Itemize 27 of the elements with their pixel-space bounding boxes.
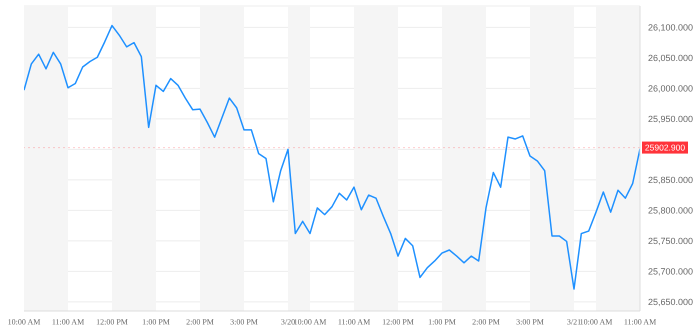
x-tick-label: 3/21 [566, 318, 582, 327]
x-tick-label: 3/20 [280, 318, 296, 327]
x-tick-label: 3:00 PM [516, 318, 544, 327]
x-tick-label: 10:00 AM [8, 318, 40, 327]
x-tick-label: 11:00 AM [338, 318, 370, 327]
y-tick-label: 25,700.000 [648, 266, 694, 277]
x-tick-label: 2:00 PM [186, 318, 214, 327]
ref-line-label: 25902.900 [644, 142, 686, 153]
y-tick-label: 25,800.000 [648, 206, 694, 216]
y-tick-label: 25,750.000 [648, 236, 694, 246]
y-tick-label: 26,000.000 [648, 84, 694, 94]
x-tick-label: 10:00 AM [294, 318, 326, 327]
x-tick-label: 12:00 PM [96, 318, 128, 327]
y-tick-label: 25,950.000 [648, 114, 694, 124]
x-tick-label: 12:00 PM [382, 318, 414, 327]
y-tick-label: 25,650.000 [648, 297, 694, 308]
y-tick-label: 25,850.000 [648, 175, 694, 186]
y-tick-label: 26,100.000 [648, 22, 694, 33]
x-tick-label: 10:00 AM [580, 318, 612, 327]
x-tick-label: 1:00 PM [428, 318, 456, 327]
x-tick-label: 11:00 AM [624, 318, 656, 327]
x-tick-label: 1:00 PM [142, 318, 170, 327]
x-tick-label: 3:00 PM [230, 318, 258, 327]
x-tick-label: 2:00 PM [472, 318, 500, 327]
y-tick-label: 26,050.000 [648, 53, 694, 64]
x-tick-label: 11:00 AM [52, 318, 84, 327]
line-series [24, 24, 640, 290]
